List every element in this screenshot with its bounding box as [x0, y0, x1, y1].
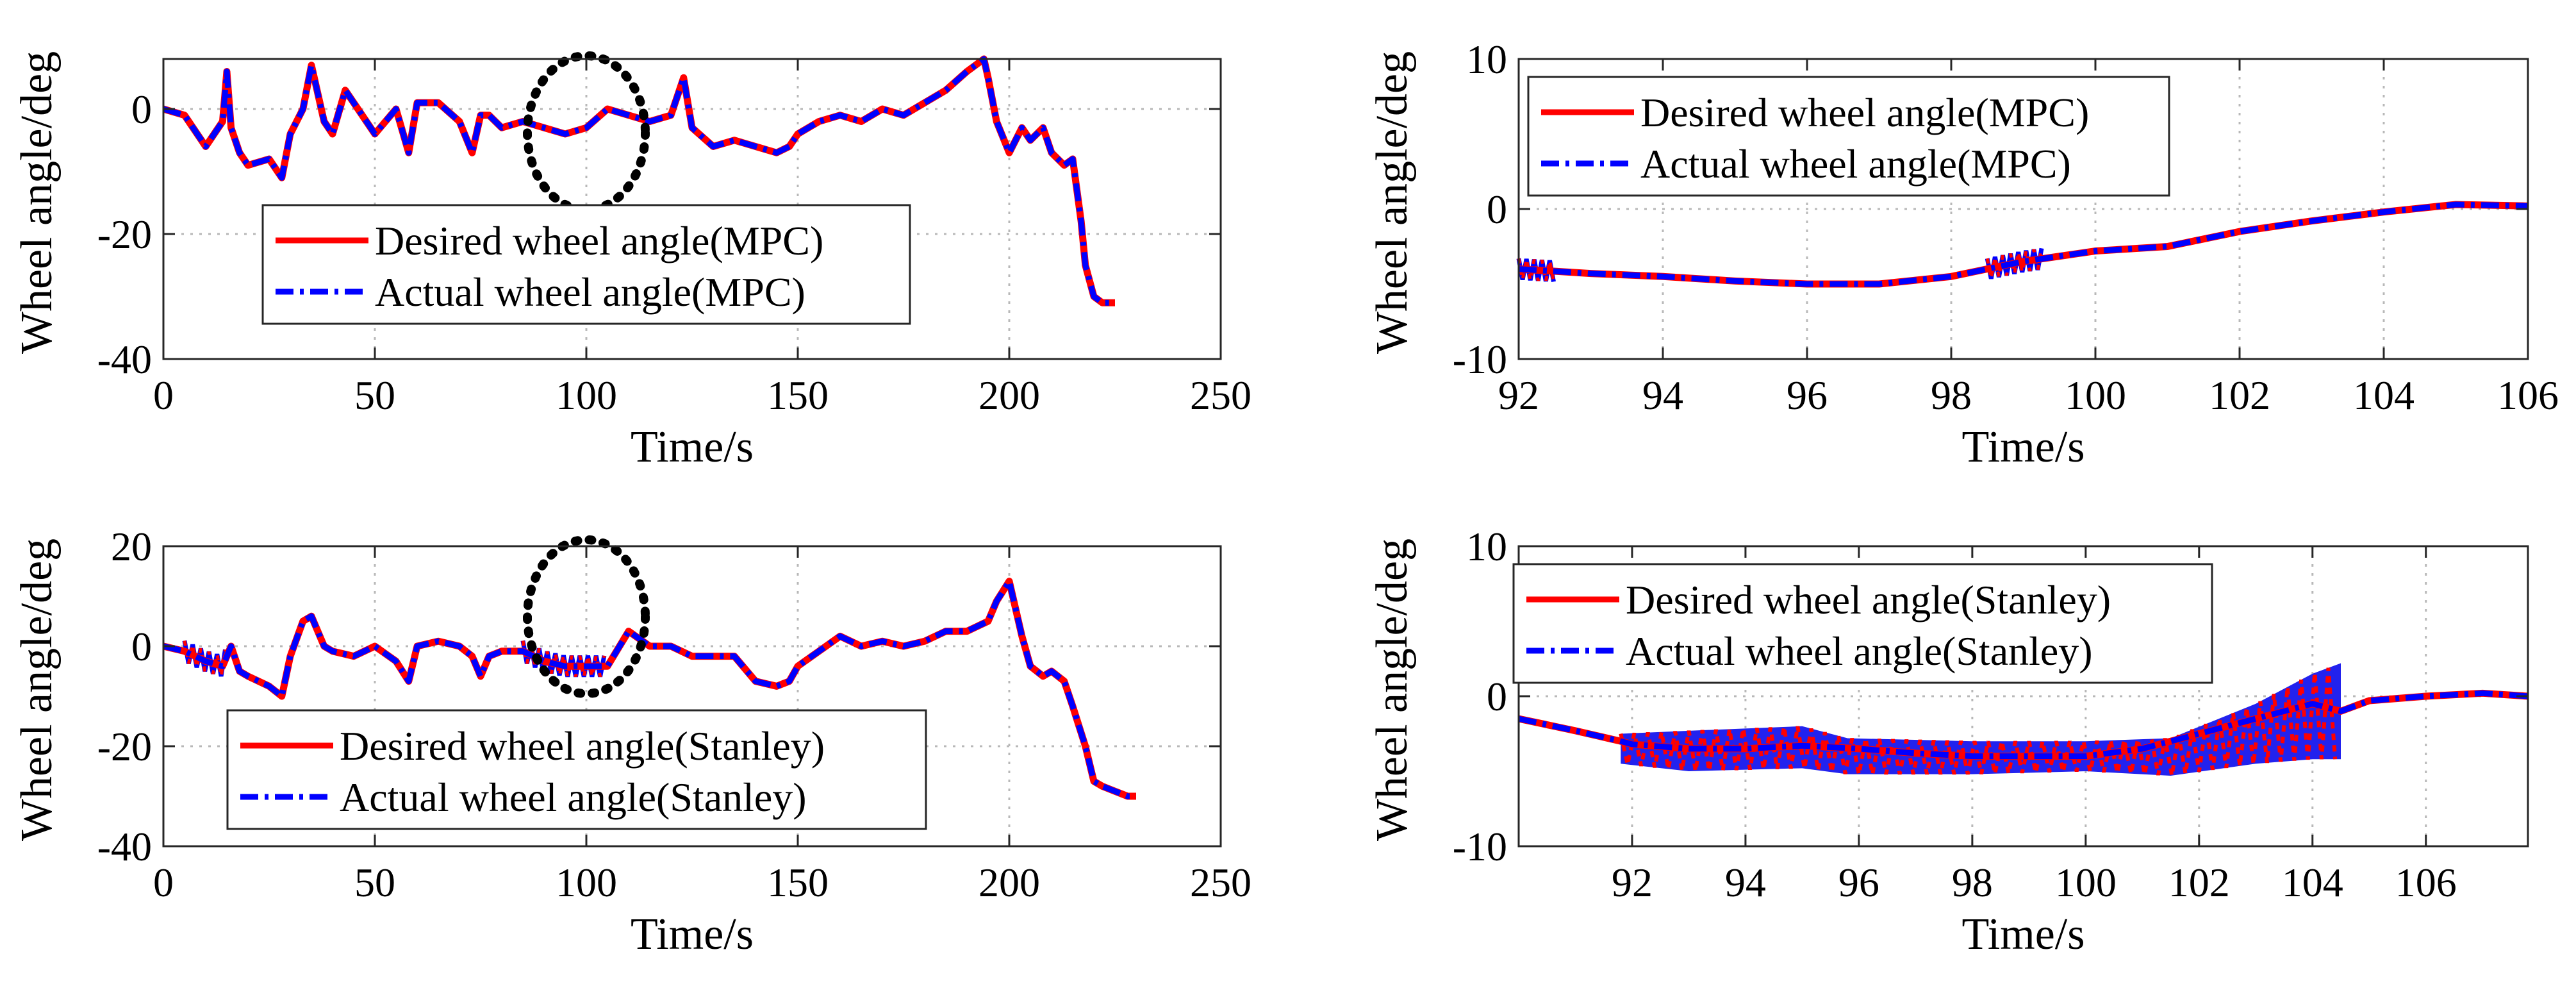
series-actual-line: [162, 56, 1115, 306]
x-axis-label: Time/s: [1962, 910, 2085, 959]
legend-label-actual: Actual wheel angle(MPC): [375, 269, 805, 315]
y-tick-label: 0: [1487, 187, 1507, 232]
x-tick-label: 100: [556, 860, 617, 905]
chart-mpc-zoom: 92 94 96 98 100 102 104 106 -10 0 10 Time/s Wheel an…: [1367, 37, 2559, 472]
y-tick-label: -20: [97, 212, 152, 257]
highlight-circle: [523, 51, 650, 214]
series-desired-line: [1517, 689, 2529, 760]
x-tick-label: 0: [153, 860, 174, 905]
y-tick-label: 10: [1466, 524, 1507, 569]
x-tick-label: 250: [1190, 372, 1251, 418]
x-tick-label: 106: [2497, 372, 2559, 418]
x-tick-label: 102: [2168, 860, 2230, 905]
legend-box: [1527, 76, 2170, 197]
x-tick-label: 92: [1612, 860, 1653, 905]
x-tick-label: 104: [2282, 860, 2343, 905]
axes-box: [162, 58, 1222, 360]
x-tick-label: 100: [2055, 860, 2117, 905]
legend-box: [1512, 563, 2213, 684]
y-tick-label: 0: [1487, 674, 1507, 719]
y-tick-label: 0: [131, 87, 152, 132]
x-tick-label: 50: [354, 372, 395, 418]
x-tick-label: 200: [978, 860, 1040, 905]
x-tick-label: 250: [1190, 860, 1251, 905]
x-tick-label: 98: [1952, 860, 1993, 905]
y-tick-label: 10: [1466, 37, 1507, 82]
x-tick-label: 102: [2209, 372, 2270, 418]
x-axis-label: Time/s: [631, 422, 754, 472]
x-tick-label: 0: [153, 372, 174, 418]
legend: Desired wheel angle(MPC) Actual wheel ang…: [261, 204, 911, 325]
y-tick-label: -20: [97, 724, 152, 769]
chart-stanley-zoom: 92 94 96 98 100 102 104 106 -10 0 10 Time/s Wheel an…: [1367, 524, 2529, 959]
y-axis-label: Wheel angle/deg: [1367, 539, 1417, 841]
chart-stanley-full: 0 50 100 150 200 250 -40 -20 0 20 Time/s Wheel angl…: [12, 524, 1251, 959]
legend-label-desired: Desired wheel angle(MPC): [375, 218, 823, 263]
x-tick-label: 96: [1838, 860, 1879, 905]
legend-box: [261, 204, 911, 325]
series-actual-line: [162, 578, 1136, 799]
x-tick-label: 200: [978, 372, 1040, 418]
axes-box: [162, 545, 1222, 848]
legend-label-actual: Actual wheel angle(Stanley): [1626, 628, 2093, 674]
y-axis-label: Wheel angle/deg: [12, 539, 62, 841]
y-tick-label: -10: [1453, 824, 1507, 869]
x-tick-label: 150: [767, 372, 829, 418]
y-axis-label: Wheel angle/deg: [1367, 51, 1417, 354]
y-axis-label: Wheel angle/deg: [12, 51, 62, 354]
x-tick-label: 94: [1642, 372, 1683, 418]
legend: Desired wheel angle(Stanley) Actual wheel…: [1512, 563, 2213, 684]
x-tick-label: 100: [556, 372, 617, 418]
legend: Desired wheel angle(Stanley) Actual wheel…: [226, 709, 927, 830]
x-tick-label: 98: [1931, 372, 1972, 418]
y-tick-label: -40: [97, 824, 152, 869]
legend-label-actual: Actual wheel angle(Stanley): [340, 774, 807, 820]
legend-label-actual: Actual wheel angle(MPC): [1640, 141, 2071, 187]
x-tick-label: 94: [1725, 860, 1766, 905]
chart-mpc-full: 0 50 100 150 200 250 -40 -20 0 Time/s Wheel angle/…: [12, 51, 1251, 472]
y-tick-label: -10: [1453, 337, 1507, 382]
legend-label-desired: Desired wheel angle(Stanley): [340, 723, 825, 769]
y-tick-label: -40: [97, 337, 152, 382]
x-axis-label: Time/s: [631, 910, 754, 959]
highlight-circle: [523, 535, 650, 698]
x-tick-label: 50: [354, 860, 395, 905]
legend-label-desired: Desired wheel angle(MPC): [1640, 90, 2089, 135]
series-actual-line: [1518, 201, 2529, 287]
x-tick-label: 100: [2065, 372, 2126, 418]
x-axis-label: Time/s: [1962, 422, 2085, 472]
y-tick-label: 20: [111, 524, 152, 569]
x-tick-label: 104: [2353, 372, 2415, 418]
x-tick-label: 106: [2395, 860, 2457, 905]
legend-label-desired: Desired wheel angle(Stanley): [1626, 577, 2111, 623]
x-tick-label: 150: [767, 860, 829, 905]
x-tick-label: 96: [1787, 372, 1828, 418]
x-tick-label: 92: [1498, 372, 1539, 418]
y-tick-label: 0: [131, 624, 152, 669]
legend: Desired wheel angle(MPC) Actual wheel ang…: [1527, 76, 2170, 197]
legend-box: [226, 709, 927, 830]
